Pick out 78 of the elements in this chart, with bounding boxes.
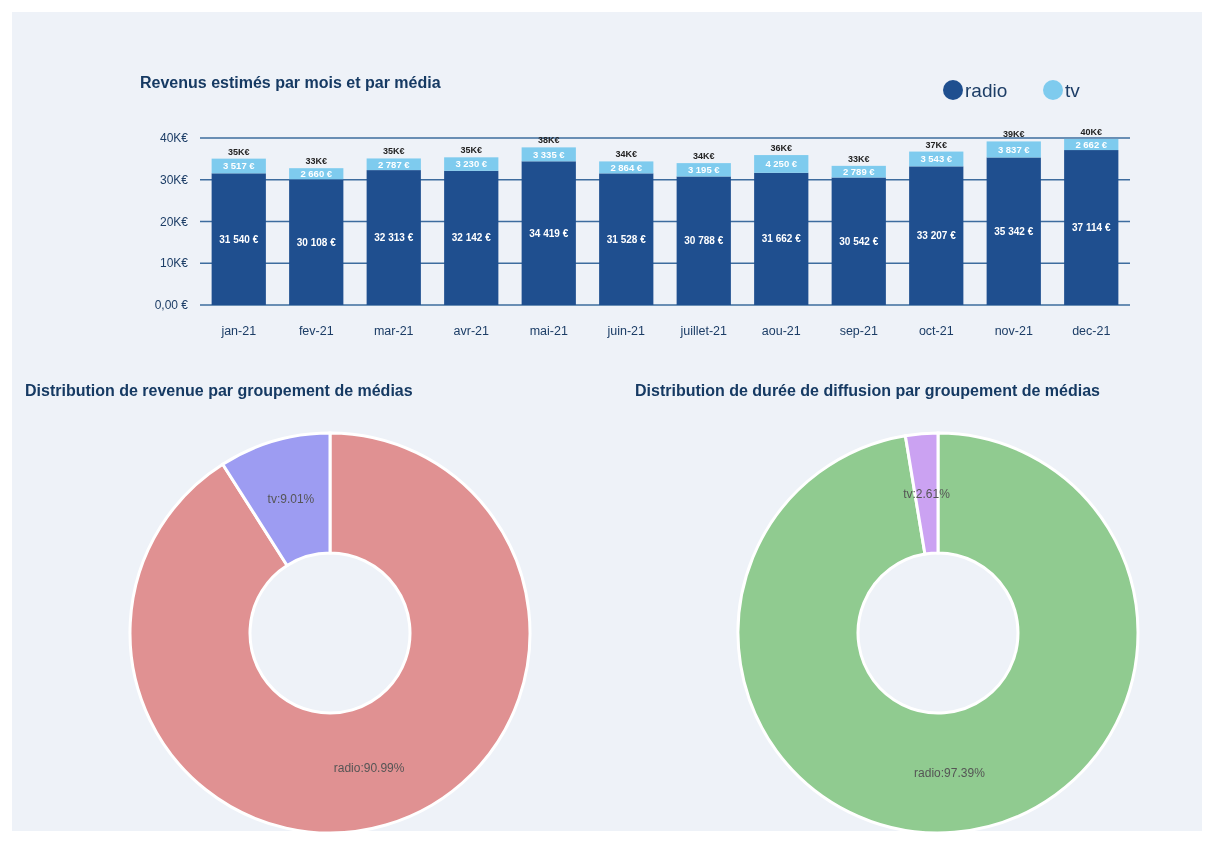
- x-tick-label: avr-21: [453, 324, 490, 338]
- bar: [211, 173, 266, 305]
- x-tick-label: aou-21: [761, 324, 801, 338]
- total-label: 33K€: [305, 156, 328, 167]
- total-label: 34K€: [615, 149, 638, 160]
- bar: [831, 177, 886, 305]
- donut-slice: [736, 431, 1140, 835]
- data-label: 2 864 €: [610, 161, 643, 173]
- legend-label: radio: [965, 79, 1008, 101]
- x-tick-label: sep-21: [839, 324, 878, 338]
- total-label: 34K€: [692, 151, 715, 162]
- data-label: 32 313 €: [374, 232, 414, 244]
- total-label: 35K€: [227, 146, 250, 157]
- data-label: :97.39%: [940, 765, 986, 780]
- data-label: 30 542 €: [839, 235, 879, 247]
- data-label: 34 419 €: [529, 227, 569, 239]
- data-label: 32 142 €: [451, 232, 492, 244]
- slice-label: radio: [333, 760, 361, 775]
- legend-label: tv: [1065, 79, 1081, 101]
- bar: [289, 179, 344, 305]
- data-label: 3 335 €: [532, 148, 566, 160]
- data-label: 3 195 €: [687, 164, 721, 176]
- data-label: 2 660 €: [300, 168, 333, 180]
- bar: [909, 166, 964, 305]
- bar: [599, 173, 654, 305]
- data-label: :90.99%: [360, 760, 405, 775]
- bar: [1064, 150, 1119, 305]
- bar: [754, 172, 809, 305]
- total-label: 37K€: [925, 139, 948, 150]
- data-label: 35 342 €: [994, 225, 1034, 237]
- data-label: 2 789 €: [842, 165, 876, 177]
- y-tick-label: 40K€: [159, 131, 189, 146]
- x-tick-label: fev-21: [298, 324, 334, 338]
- data-label: 31 540 €: [219, 233, 259, 245]
- chart-title: Revenus estimés par mois et par média: [140, 74, 441, 91]
- donut-slice: [128, 431, 532, 835]
- x-tick-label: dec-21: [1072, 324, 1111, 338]
- data-label: 33 207 €: [916, 230, 957, 242]
- y-tick-label: 0,00 €: [154, 298, 189, 313]
- y-tick-label: 30K€: [159, 172, 189, 187]
- total-label: 33K€: [847, 153, 870, 164]
- slice-label: tv: [267, 491, 277, 506]
- total-label: 35K€: [460, 145, 483, 156]
- bar: [521, 161, 576, 305]
- x-tick-label: juillet-21: [679, 324, 728, 338]
- data-label: 3 837 €: [997, 143, 1031, 155]
- x-tick-label: nov-21: [994, 324, 1033, 338]
- x-tick-label: mar-21: [373, 324, 414, 338]
- data-label: 3 543 €: [920, 153, 953, 165]
- chart-title: Distribution de durée de diffusion par groupement de médias: [635, 382, 1101, 399]
- data-label: 37 114 €: [1072, 222, 1111, 234]
- bar: [366, 170, 421, 305]
- total-label: 39K€: [1002, 129, 1025, 140]
- total-label: 35K€: [382, 146, 405, 157]
- data-label: 30 108 €: [296, 236, 337, 248]
- data-label: :9.01%: [276, 491, 315, 506]
- bar: [444, 170, 499, 305]
- total-label: 36K€: [770, 143, 793, 154]
- slice-label: tv: [903, 486, 913, 501]
- data-label: 31 528 €: [606, 233, 647, 245]
- data-label: 3 230 €: [455, 158, 488, 170]
- total-label: 40K€: [1080, 126, 1103, 137]
- slice-label: radio: [914, 765, 942, 780]
- x-tick-label: mai-21: [529, 324, 568, 338]
- data-label: 2 787 €: [377, 158, 411, 170]
- x-tick-label: oct-21: [918, 324, 954, 338]
- bar: [676, 176, 731, 305]
- data-label: 30 788 €: [684, 235, 724, 247]
- x-tick-label: jan-21: [220, 324, 257, 338]
- data-label: 2 662 €: [1075, 138, 1108, 150]
- bar: [986, 157, 1041, 305]
- y-tick-label: 10K€: [159, 256, 189, 271]
- chart-title: Distribution de revenue par groupement de médias: [25, 382, 413, 399]
- data-label: 4 250 €: [765, 158, 798, 170]
- x-tick-label: juin-21: [606, 324, 646, 338]
- data-label: 31 662 €: [761, 233, 802, 245]
- y-tick-label: 20K€: [159, 214, 189, 229]
- data-label: 3 517 €: [222, 160, 256, 172]
